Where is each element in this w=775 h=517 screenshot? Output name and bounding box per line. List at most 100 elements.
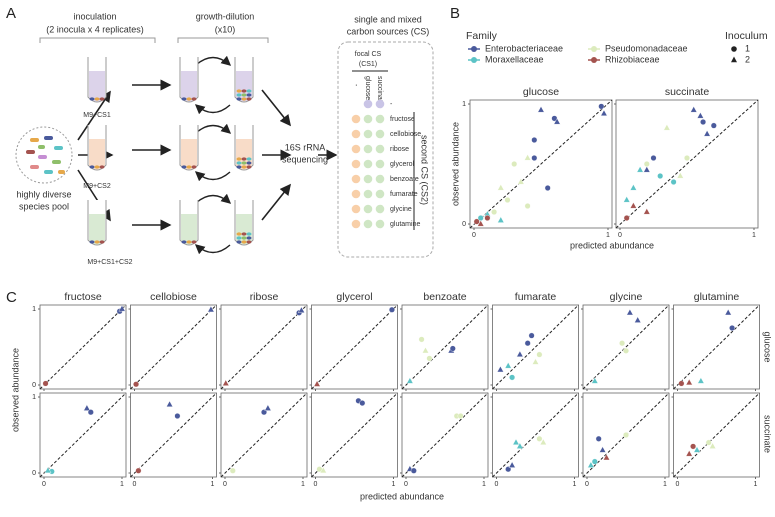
cs-dot	[375, 144, 385, 154]
cell	[246, 89, 252, 93]
point	[207, 305, 215, 313]
point	[473, 218, 480, 225]
medium	[89, 139, 105, 170]
point	[484, 214, 491, 221]
medium	[89, 71, 105, 102]
point	[700, 118, 707, 125]
cell	[246, 93, 252, 97]
identity-line	[220, 304, 308, 390]
point	[643, 165, 651, 173]
x-tick-label: 1	[606, 232, 610, 239]
cell	[236, 236, 242, 240]
point	[517, 177, 525, 185]
point	[626, 308, 634, 316]
x-tick-label: 0	[495, 481, 499, 488]
point	[599, 446, 607, 453]
point	[418, 336, 425, 343]
focal-source: glucose	[364, 76, 371, 100]
point	[496, 365, 504, 373]
panel-a: A inoculation (2 inocula x 4 replicates)…	[6, 5, 434, 266]
panel-label: A	[6, 5, 16, 22]
y-axis-label: observed abundance	[10, 348, 20, 432]
cell	[236, 93, 242, 97]
point	[504, 361, 512, 369]
point	[509, 374, 516, 381]
point	[477, 219, 485, 227]
point	[724, 308, 732, 316]
second-source: glycine	[390, 206, 412, 213]
step-label: (x10)	[215, 24, 236, 34]
point	[623, 214, 630, 221]
cell	[99, 240, 105, 244]
point	[528, 332, 535, 339]
identity-line	[39, 304, 127, 390]
point	[87, 409, 94, 416]
point	[703, 129, 711, 137]
point	[684, 154, 691, 161]
cell	[236, 89, 242, 93]
cs-dot	[363, 189, 373, 199]
point	[709, 442, 717, 449]
point	[619, 340, 626, 347]
bacteria	[26, 136, 65, 174]
cs-dot	[363, 99, 373, 109]
cell	[89, 165, 95, 169]
point	[650, 154, 657, 161]
point	[690, 443, 697, 450]
identity-line	[492, 304, 579, 390]
cell	[89, 240, 95, 244]
legend-title: Inoculum	[725, 30, 768, 42]
cell	[94, 165, 100, 169]
point	[600, 109, 608, 116]
x-tick-label: 0	[676, 481, 680, 488]
step-label: inoculation	[73, 11, 116, 21]
medium	[236, 71, 252, 102]
identity-line	[582, 304, 670, 390]
y-tick-label: 1	[32, 306, 36, 313]
seq-label: 16S rRNA	[285, 142, 326, 152]
x-tick-label: 1	[573, 481, 577, 488]
point	[670, 178, 677, 185]
cell	[236, 165, 242, 169]
point	[693, 446, 701, 453]
second-source: -	[390, 101, 393, 108]
identity-line	[130, 304, 217, 390]
point	[634, 316, 642, 323]
point	[44, 466, 52, 474]
cell	[241, 240, 247, 244]
identity-line	[401, 392, 489, 478]
point	[536, 351, 543, 358]
y-axis-label: observed abundance	[450, 122, 460, 206]
point	[690, 105, 698, 113]
cell	[241, 161, 247, 165]
point	[497, 216, 505, 223]
point	[410, 467, 417, 474]
cs-title: single and mixed	[354, 14, 422, 24]
legend-swatch	[471, 57, 477, 63]
x-tick-label: 0	[585, 481, 589, 488]
point	[539, 438, 547, 445]
point	[42, 380, 49, 387]
cell	[191, 97, 197, 101]
cell	[181, 240, 187, 244]
legend-swatch	[471, 46, 477, 52]
cs-dot	[363, 159, 373, 169]
point	[685, 378, 693, 386]
point	[491, 208, 498, 215]
panel-label: B	[450, 5, 460, 22]
medium	[89, 214, 105, 245]
cs-dot	[363, 144, 373, 154]
point	[623, 195, 631, 203]
point	[598, 103, 605, 110]
cell	[186, 97, 192, 101]
panel-title: glycerol	[336, 291, 372, 303]
point	[629, 183, 637, 191]
point	[705, 439, 712, 446]
point	[524, 202, 531, 209]
point	[421, 346, 430, 354]
x-tick-label: 1	[482, 481, 486, 488]
cs-dot	[363, 204, 373, 214]
x-tick-label: 1	[754, 481, 758, 488]
point	[685, 449, 693, 457]
